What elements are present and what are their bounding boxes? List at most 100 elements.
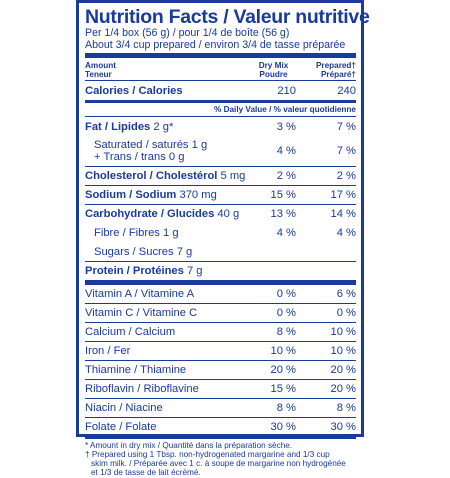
vitamin-prepared: 0 % <box>336 307 356 320</box>
sugars-row: Sugars / Sucres 7 g <box>85 242 356 261</box>
cholesterol-row: Cholesterol / Cholestérol 5 mg 2 % 2 % <box>85 167 356 185</box>
vitamin-row: Thiamine / Thiamine 20 % 20 % <box>85 361 356 379</box>
vitamin-dry: 15 % <box>270 383 297 396</box>
vitamin-prepared: 6 % <box>336 288 356 301</box>
divider <box>85 379 356 381</box>
divider <box>85 116 356 118</box>
daily-value-header: % Daily Value / % valeur quotidienne <box>214 105 356 115</box>
vitamin-label: Iron / Fer <box>85 345 131 358</box>
fat-row: Fat / Lipides 2 g* 3 % 7 % <box>85 117 356 136</box>
vitamin-row: Vitamin A / Vitamine A 0 % 6 % <box>85 285 356 303</box>
cholesterol-amount: 5 mg <box>220 170 246 183</box>
vitamin-label: Folate / Folate <box>85 421 157 434</box>
amount-label-fr: Teneur <box>85 70 112 80</box>
divider <box>85 322 356 324</box>
divider <box>85 80 356 82</box>
vitamin-dry: 0 % <box>276 288 296 301</box>
sodium-prepared: 17 % <box>330 189 357 202</box>
vitamin-row: Niacin / Niacine 8 % 8 % <box>85 399 356 417</box>
fibre-row: Fibre / Fibres 1 g 4 % 4 % <box>85 223 356 242</box>
vitamin-dry: 10 % <box>270 345 297 358</box>
divider <box>85 398 356 400</box>
divider <box>85 261 356 263</box>
fat-label: Fat / Lipides <box>85 120 151 133</box>
vitamin-dry: 8 % <box>276 402 296 415</box>
cholesterol-prepared: 2 % <box>336 170 356 183</box>
protein-label: Protein / Protéines <box>85 265 184 278</box>
panel-title: Nutrition Facts / Valeur nutritive <box>85 6 370 28</box>
divider <box>85 303 356 305</box>
calories-dry: 210 <box>277 84 296 97</box>
carbohydrate-dry: 13 % <box>270 208 297 221</box>
vitamin-prepared: 30 % <box>330 421 357 434</box>
divider <box>85 360 356 362</box>
vitamin-prepared: 10 % <box>330 326 357 339</box>
sodium-row: Sodium / Sodium 370 mg 15 % 17 % <box>85 186 356 204</box>
vitamin-dry: 30 % <box>270 421 297 434</box>
divider-thick <box>85 53 356 59</box>
vitamin-row: Vitamin C / Vitamine C 0 % 0 % <box>85 304 356 322</box>
sodium-dry: 15 % <box>270 189 297 202</box>
fibre-dry: 4 % <box>276 226 296 239</box>
vitamin-prepared: 20 % <box>330 364 357 377</box>
fat-prepared: 7 % <box>336 120 356 133</box>
vitamin-prepared: 10 % <box>330 345 357 358</box>
vitamin-label: Thiamine / Thiamine <box>85 364 187 377</box>
calories-row: Calories / Calories 210 240 <box>85 81 356 100</box>
carbohydrate-label: Carbohydrate / Glucides <box>85 208 215 221</box>
serving-prepared-line: About 3/4 cup prepared / environ 3/4 de … <box>85 38 346 51</box>
sugars-label: Sugars / Sucres 7 g <box>94 245 193 258</box>
column-header: Amount Teneur Dry Mix Poudre Prepared† P… <box>85 58 356 80</box>
footnote-amount: * Amount in dry mix / Quantité dans la p… <box>85 441 293 451</box>
saturated-label: Saturated / saturés 1 g <box>94 139 208 152</box>
vitamin-label: Vitamin C / Vitamine C <box>85 307 198 320</box>
footnote-prepared-cont: skim milk. / Préparée avec 1 c. à soupe … <box>91 459 346 468</box>
vitamin-prepared: 8 % <box>336 402 356 415</box>
vitamin-row: Calcium / Calcium 8 % 10 % <box>85 323 356 341</box>
divider-thick <box>85 280 356 286</box>
dry-mix-label-en: Dry Mix <box>258 61 289 71</box>
calories-label: Calories / Calories <box>85 84 183 97</box>
divider <box>85 204 356 206</box>
vitamin-label: Vitamin A / Vitamine A <box>85 288 195 301</box>
vitamin-label: Niacin / Niacine <box>85 402 163 415</box>
cholesterol-dry: 2 % <box>276 170 296 183</box>
protein-amount: 7 g <box>186 265 203 278</box>
vitamin-row: Riboflavin / Riboflavine 15 % 20 % <box>85 380 356 398</box>
cholesterol-label: Cholesterol / Cholestérol <box>85 170 218 183</box>
trans-label: + Trans / trans 0 g <box>94 151 185 164</box>
fibre-prepared: 4 % <box>336 226 356 239</box>
vitamin-prepared: 20 % <box>330 383 357 396</box>
vitamin-label: Calcium / Calcium <box>85 326 176 339</box>
carbohydrate-prepared: 14 % <box>330 208 357 221</box>
divider <box>85 341 356 343</box>
vitamin-list: Vitamin A / Vitamine A 0 % 6 % Vitamin C / … <box>85 285 356 436</box>
vitamin-dry: 20 % <box>270 364 297 377</box>
sodium-amount: 370 mg <box>179 189 217 202</box>
nutrition-facts-panel: Nutrition Facts / Valeur nutritive Per 1… <box>76 0 370 477</box>
divider <box>85 185 356 187</box>
vitamin-row: Folate / Folate 30 % 30 % <box>85 418 356 436</box>
vitamin-dry: 8 % <box>276 326 296 339</box>
divider <box>85 417 356 419</box>
carbohydrate-row: Carbohydrate / Glucides 40 g 13 % 14 % <box>85 205 356 223</box>
carbohydrate-amount: 40 g <box>217 208 240 221</box>
amount-label-en: Amount <box>85 61 116 71</box>
divider <box>85 166 356 168</box>
vitamin-dry: 0 % <box>276 307 296 320</box>
dry-mix-label-fr: Poudre <box>259 70 288 80</box>
vitamin-label: Riboflavin / Riboflavine <box>85 383 199 396</box>
fibre-label: Fibre / Fibres 1 g <box>94 226 179 239</box>
serving-size-line: Per 1/4 box (56 g) / pour 1/4 de boîte (… <box>85 27 290 39</box>
prepared-label-en: Prepared† <box>315 61 356 71</box>
saturated-dry: 4 % <box>276 145 296 158</box>
footnotes: * Amount in dry mix / Quantité dans la p… <box>85 439 356 478</box>
footnote-prepared-cont2: et 1/3 de tasse de lait écrémé. <box>91 467 201 477</box>
vitamin-row: Iron / Fer 10 % 10 % <box>85 342 356 360</box>
sodium-label: Sodium / Sodium <box>85 189 177 202</box>
calories-prepared: 240 <box>337 84 356 97</box>
protein-row: Protein / Protéines 7 g <box>85 262 356 280</box>
fat-amount: 2 g* <box>153 120 174 133</box>
prepared-label-fr: Préparé† <box>320 70 356 80</box>
saturated-trans-row: Saturated / saturés 1 g + Trans / trans … <box>85 136 356 166</box>
